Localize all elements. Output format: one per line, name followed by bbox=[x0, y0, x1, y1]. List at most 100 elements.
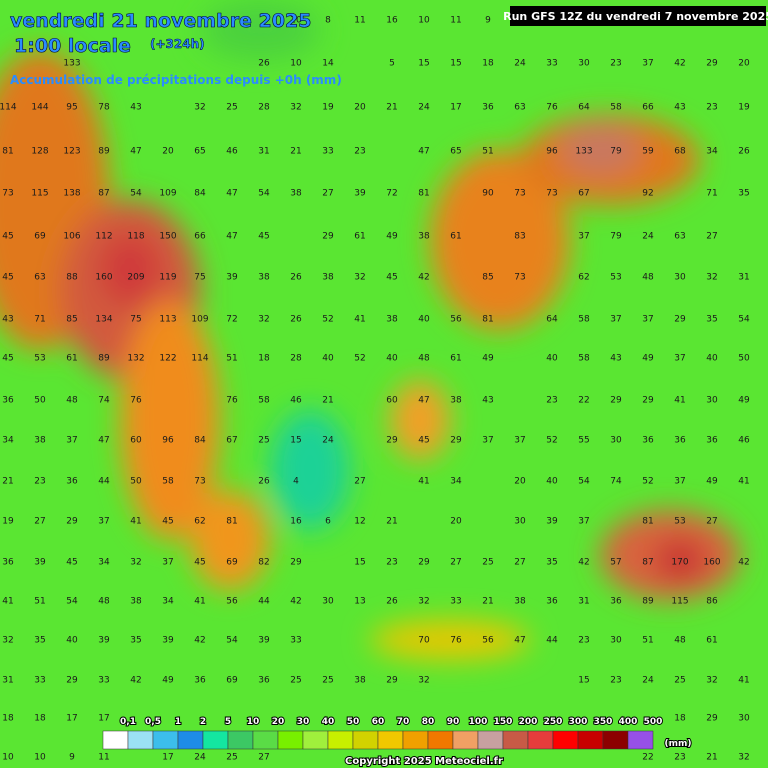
legend-label: 0,5 bbox=[145, 717, 161, 727]
grid-value: 209 bbox=[127, 273, 144, 283]
legend-swatch bbox=[127, 730, 154, 750]
grid-value: 51 bbox=[482, 147, 493, 157]
grid-value: 30 bbox=[674, 273, 686, 283]
grid-value: 26 bbox=[290, 315, 302, 325]
grid-value: 18 bbox=[674, 714, 686, 724]
grid-value: 112 bbox=[95, 232, 112, 242]
grid-value: 134 bbox=[95, 315, 112, 325]
precip-field bbox=[0, 0, 740, 660]
legend-swatch bbox=[502, 730, 529, 750]
grid-value: 40 bbox=[546, 477, 558, 487]
grid-value: 23 bbox=[706, 103, 717, 113]
grid-value: 71 bbox=[34, 315, 45, 325]
grid-value: 34 bbox=[706, 147, 718, 157]
legend-swatch bbox=[477, 730, 504, 750]
grid-value: 65 bbox=[194, 147, 205, 157]
grid-value: 38 bbox=[354, 676, 366, 686]
grid-value: 64 bbox=[578, 103, 590, 113]
grid-value: 34 bbox=[450, 477, 462, 487]
grid-value: 15 bbox=[578, 676, 589, 686]
grid-value: 29 bbox=[706, 59, 718, 69]
grid-value: 54 bbox=[130, 189, 142, 199]
grid-value: 115 bbox=[671, 597, 688, 607]
grid-value: 109 bbox=[159, 189, 176, 199]
grid-value: 63 bbox=[34, 273, 45, 283]
grid-value: 15 bbox=[354, 558, 365, 568]
grid-value: 29 bbox=[66, 676, 78, 686]
grid-value: 23 bbox=[354, 147, 365, 157]
grid-value: 20 bbox=[162, 147, 174, 157]
grid-value: 72 bbox=[386, 189, 397, 199]
grid-value: 10 bbox=[418, 16, 430, 26]
grid-value: 69 bbox=[226, 558, 238, 568]
grid-value: 15 bbox=[290, 436, 301, 446]
grid-value: 32 bbox=[418, 676, 429, 686]
grid-value: 9 bbox=[69, 753, 75, 763]
grid-value: 51 bbox=[226, 354, 237, 364]
grid-value: 114 bbox=[191, 354, 208, 364]
grid-value: 38 bbox=[130, 597, 142, 607]
grid-value: 23 bbox=[610, 59, 621, 69]
grid-value: 81 bbox=[642, 517, 653, 527]
grid-value: 52 bbox=[322, 315, 333, 325]
grid-value: 66 bbox=[194, 232, 206, 242]
grid-value: 42 bbox=[578, 558, 589, 568]
grid-value: 24 bbox=[642, 676, 654, 686]
grid-value: 73 bbox=[2, 189, 13, 199]
grid-value: 68 bbox=[674, 147, 686, 157]
legend-label: 1 bbox=[175, 717, 181, 727]
grid-value: 61 bbox=[450, 354, 461, 364]
legend-label: 0,1 bbox=[120, 717, 136, 727]
legend-label: 150 bbox=[494, 717, 513, 727]
grid-value: 31 bbox=[738, 273, 749, 283]
legend: 0,1 0,5 1 2 5 10 20 30 40 50 60 70 80 90 100 150 200 250 3… bbox=[102, 716, 663, 750]
grid-value: 64 bbox=[546, 315, 558, 325]
grid-value: 19 bbox=[322, 103, 334, 113]
grid-value: 35 bbox=[34, 636, 45, 646]
grid-value: 28 bbox=[290, 354, 302, 364]
legend-label: 300 bbox=[569, 717, 588, 727]
grid-value: 48 bbox=[418, 354, 430, 364]
grid-value: 35 bbox=[130, 636, 141, 646]
grid-value: 86 bbox=[706, 597, 718, 607]
legend-swatch bbox=[152, 730, 179, 750]
grid-value: 38 bbox=[322, 273, 334, 283]
grid-value: 29 bbox=[706, 714, 718, 724]
grid-value: 36 bbox=[194, 676, 206, 686]
grid-value: 32 bbox=[290, 103, 301, 113]
grid-value: 60 bbox=[130, 436, 142, 446]
grid-value: 36 bbox=[2, 558, 14, 568]
grid-value: 89 bbox=[642, 597, 654, 607]
grid-value: 26 bbox=[258, 59, 270, 69]
legend-swatch bbox=[277, 730, 304, 750]
grid-value: 36 bbox=[706, 436, 718, 446]
grid-value: 30 bbox=[610, 436, 622, 446]
grid-value: 30 bbox=[738, 714, 750, 724]
legend-swatch bbox=[102, 730, 129, 750]
grid-value: 17 bbox=[450, 103, 461, 113]
grid-value: 47 bbox=[418, 396, 429, 406]
grid-value: 30 bbox=[706, 396, 718, 406]
grid-value: 79 bbox=[610, 147, 622, 157]
grid-value: 44 bbox=[98, 477, 110, 487]
grid-value: 62 bbox=[578, 273, 589, 283]
grid-value: 39 bbox=[98, 636, 110, 646]
grid-value: 5 bbox=[389, 59, 395, 69]
run-box bbox=[510, 6, 766, 26]
grid-value: 16 bbox=[386, 16, 398, 26]
grid-value: 39 bbox=[258, 636, 270, 646]
grid-value: 38 bbox=[386, 315, 398, 325]
grid-value: 56 bbox=[226, 597, 238, 607]
grid-value: 25 bbox=[482, 558, 493, 568]
grid-value: 63 bbox=[514, 103, 525, 113]
grid-value: 43 bbox=[2, 315, 13, 325]
grid-value: 20 bbox=[514, 477, 526, 487]
grid-value: 36 bbox=[482, 103, 494, 113]
grid-value: 36 bbox=[674, 436, 686, 446]
grid-value: 132 bbox=[127, 354, 144, 364]
grid-value: 53 bbox=[674, 517, 685, 527]
grid-value: 32 bbox=[258, 315, 269, 325]
grid-value: 24 bbox=[514, 59, 526, 69]
grid-value: 39 bbox=[546, 517, 558, 527]
grid-value: 24 bbox=[194, 753, 206, 763]
